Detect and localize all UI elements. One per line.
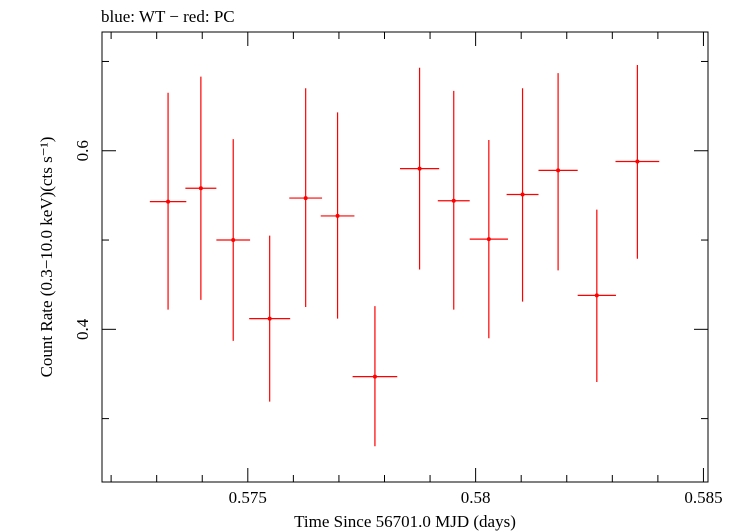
x-tick-label: 0.58: [461, 488, 491, 507]
data-point: [577, 209, 616, 382]
x-tick-label: 0.585: [684, 488, 722, 507]
data-point: [437, 90, 470, 310]
y-tick-label: 0.4: [73, 318, 92, 340]
plot-frame: [101, 31, 709, 483]
data-marker: [635, 159, 640, 164]
data-marker: [594, 293, 599, 298]
data-point: [506, 88, 539, 302]
axis-tick-labels: 0.575 0.58 0.585 0.4 0.6: [73, 140, 723, 507]
data-point: [538, 73, 578, 271]
data-marker: [303, 196, 308, 201]
data-marker: [520, 192, 525, 197]
data-points: [149, 65, 660, 447]
axis-ticks: [102, 32, 708, 482]
data-point: [216, 139, 251, 341]
data-point: [185, 76, 217, 300]
data-marker: [556, 168, 561, 173]
data-point: [320, 112, 355, 319]
data-point: [469, 140, 508, 339]
data-marker: [417, 166, 422, 171]
data-point: [615, 65, 660, 259]
chart-title: blue: WT − red: PC: [101, 7, 235, 26]
data-marker: [372, 374, 377, 379]
data-marker: [486, 237, 491, 242]
x-axis-label: Time Since 56701.0 MJD (days): [294, 512, 516, 531]
data-point: [289, 88, 323, 307]
data-marker: [451, 198, 456, 203]
data-marker: [335, 213, 340, 218]
data-point: [352, 306, 398, 447]
y-axis-label: Count Rate (0.3−10.0 keV)(cts s⁻¹): [37, 137, 56, 378]
data-point: [249, 235, 291, 402]
data-point: [399, 67, 440, 270]
data-marker: [231, 238, 236, 243]
data-point: [149, 92, 187, 310]
data-marker: [198, 186, 203, 191]
data-marker: [267, 316, 272, 321]
x-tick-label: 0.575: [229, 488, 267, 507]
data-marker: [166, 199, 171, 204]
y-tick-label: 0.6: [73, 140, 92, 161]
